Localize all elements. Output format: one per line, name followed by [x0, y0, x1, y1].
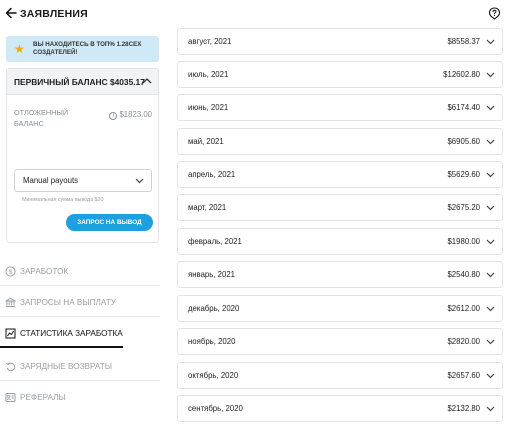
refund-icon [5, 362, 16, 372]
month-amount: $1980.00 [447, 237, 480, 246]
month-amount: $5629.60 [447, 170, 480, 179]
month-amount: $2132.80 [447, 404, 480, 413]
chevron-up-icon[interactable] [142, 77, 152, 85]
svg-text:$: $ [9, 269, 13, 276]
month-row[interactable]: март, 2021 $2675.20 [177, 194, 503, 221]
month-amount: $2612.00 [447, 304, 480, 313]
chevron-down-icon [486, 72, 495, 78]
bank-icon [5, 297, 16, 307]
month-amount: $8558.37 [447, 37, 480, 46]
month-row[interactable]: сентябрь, 2020 $2132.80 [177, 395, 503, 422]
chevron-down-icon [486, 339, 495, 345]
month-label: октябрь, 2020 [188, 371, 239, 380]
primary-balance-header[interactable]: ПЕРВИЧНЫЙ БАЛАНС $4035.17 [7, 69, 158, 95]
month-amount: $2675.20 [447, 203, 480, 212]
nav-item-payout-requests[interactable]: ЗАПРОСЫ НА ВЫПЛАТУ [0, 287, 160, 317]
dollar-circle-icon: $ [5, 266, 16, 277]
nav-item-earnings-statistics[interactable]: СТАТИСТИКА ЗАРАБОТКА [0, 318, 123, 348]
balance-card: ПЕРВИЧНЫЙ БАЛАНС $4035.17 ОТЛОЖЕННЫЙ БАЛ… [6, 68, 159, 243]
chevron-down-icon [486, 373, 495, 379]
chevron-down-icon [486, 406, 495, 412]
month-label: август, 2021 [188, 37, 232, 46]
nav-item-referrals[interactable]: РЕФЕРАЛЫ [0, 382, 160, 412]
nav-item-label: ЗАПРОСЫ НА ВЫПЛАТУ [20, 298, 116, 307]
month-amount: $2657.60 [447, 371, 480, 380]
payout-method-select[interactable]: Manual payouts [14, 169, 152, 192]
primary-balance-label: ПЕРВИЧНЫЙ БАЛАНС $4035.17 [14, 77, 145, 87]
pending-balance-value: i $1823.00 [109, 110, 152, 120]
chart-icon [5, 328, 16, 339]
month-label: сентябрь, 2020 [188, 404, 243, 413]
chevron-down-icon [486, 105, 495, 111]
chevron-down-icon [486, 39, 495, 45]
month-label: декабрь, 2020 [188, 304, 240, 313]
chevron-down-icon [135, 178, 144, 184]
chevron-down-icon [486, 205, 495, 211]
month-row[interactable]: ноябрь, 2020 $2820.00 [177, 328, 503, 355]
month-row[interactable]: июнь, 2021 $6174.40 [177, 94, 503, 121]
month-label: июнь, 2021 [188, 103, 229, 112]
month-row[interactable]: декабрь, 2020 $2612.00 [177, 295, 503, 322]
nav-item-label: ЗАРЯДНЫЕ ВОЗВРАТЫ [20, 362, 112, 371]
month-row[interactable]: февраль, 2021 $1980.00 [177, 228, 503, 255]
chevron-down-icon [486, 239, 495, 245]
page-title: ЗАЯВЛЕНИЯ [20, 8, 88, 20]
month-amount: $6905.60 [447, 137, 480, 146]
nav-item-chargebacks[interactable]: ЗАРЯДНЫЕ ВОЗВРАТЫ [0, 351, 160, 381]
month-label: апрель, 2021 [188, 170, 236, 179]
month-row[interactable]: июль, 2021 $12602.80 [177, 61, 503, 88]
nav-item-label: СТАТИСТИКА ЗАРАБОТКА [20, 329, 123, 338]
chevron-down-icon [486, 139, 495, 145]
banner-text: ВЫ НАХОДИТЕСЬ В ТОП% 1.28СЕХ СОЗДАТЕЛЕЙ! [33, 41, 142, 56]
pending-balance-label: ОТЛОЖЕННЫЙ БАЛАНС [14, 108, 69, 128]
referral-icon [5, 393, 16, 402]
month-amount: $2820.00 [447, 337, 480, 346]
chevron-down-icon [486, 306, 495, 312]
month-label: июль, 2021 [188, 70, 229, 79]
month-label: май, 2021 [188, 137, 224, 146]
month-row[interactable]: октябрь, 2020 $2657.60 [177, 362, 503, 389]
request-withdrawal-button[interactable]: ЗАПРОС НА ВЫВОД [66, 214, 153, 231]
month-row[interactable]: апрель, 2021 $5629.60 [177, 161, 503, 188]
back-arrow-icon[interactable] [4, 6, 18, 20]
info-icon[interactable]: i [109, 112, 118, 120]
help-icon[interactable] [488, 7, 501, 20]
month-amount: $2540.80 [447, 270, 480, 279]
chevron-down-icon [486, 272, 495, 278]
top-creator-banner: ★ ВЫ НАХОДИТЕСЬ В ТОП% 1.28СЕХ СОЗДАТЕЛЕ… [6, 36, 159, 62]
month-amount: $12602.80 [443, 70, 480, 79]
month-label: февраль, 2021 [188, 237, 242, 246]
month-label: ноябрь, 2020 [188, 337, 236, 346]
month-row[interactable]: январь, 2021 $2540.80 [177, 261, 503, 288]
month-label: январь, 2021 [188, 270, 235, 279]
monthly-earnings-list: август, 2021 $8558.37 июль, 2021 $12602.… [177, 28, 503, 430]
minimum-withdrawal-note: Минимальная сумма вывода $20 [22, 197, 104, 203]
month-row[interactable]: май, 2021 $6905.60 [177, 128, 503, 155]
nav-item-label: РЕФЕРАЛЫ [20, 393, 66, 402]
star-icon: ★ [14, 42, 25, 56]
left-panel: ★ ВЫ НАХОДИТЕСЬ В ТОП% 1.28СЕХ СОЗДАТЕЛЕ… [0, 28, 168, 430]
month-label: март, 2021 [188, 203, 227, 212]
chevron-down-icon [486, 172, 495, 178]
month-row[interactable]: август, 2021 $8558.37 [177, 28, 503, 55]
payout-method-value: Manual payouts [23, 176, 79, 185]
nav-item-earnings[interactable]: $ ЗАРАБОТОК [0, 256, 160, 286]
month-amount: $6174.40 [447, 103, 480, 112]
top-bar: ЗАЯВЛЕНИЯ [0, 0, 512, 28]
nav-item-label: ЗАРАБОТОК [20, 267, 69, 276]
primary-balance-value: $4035.17 [109, 77, 145, 87]
